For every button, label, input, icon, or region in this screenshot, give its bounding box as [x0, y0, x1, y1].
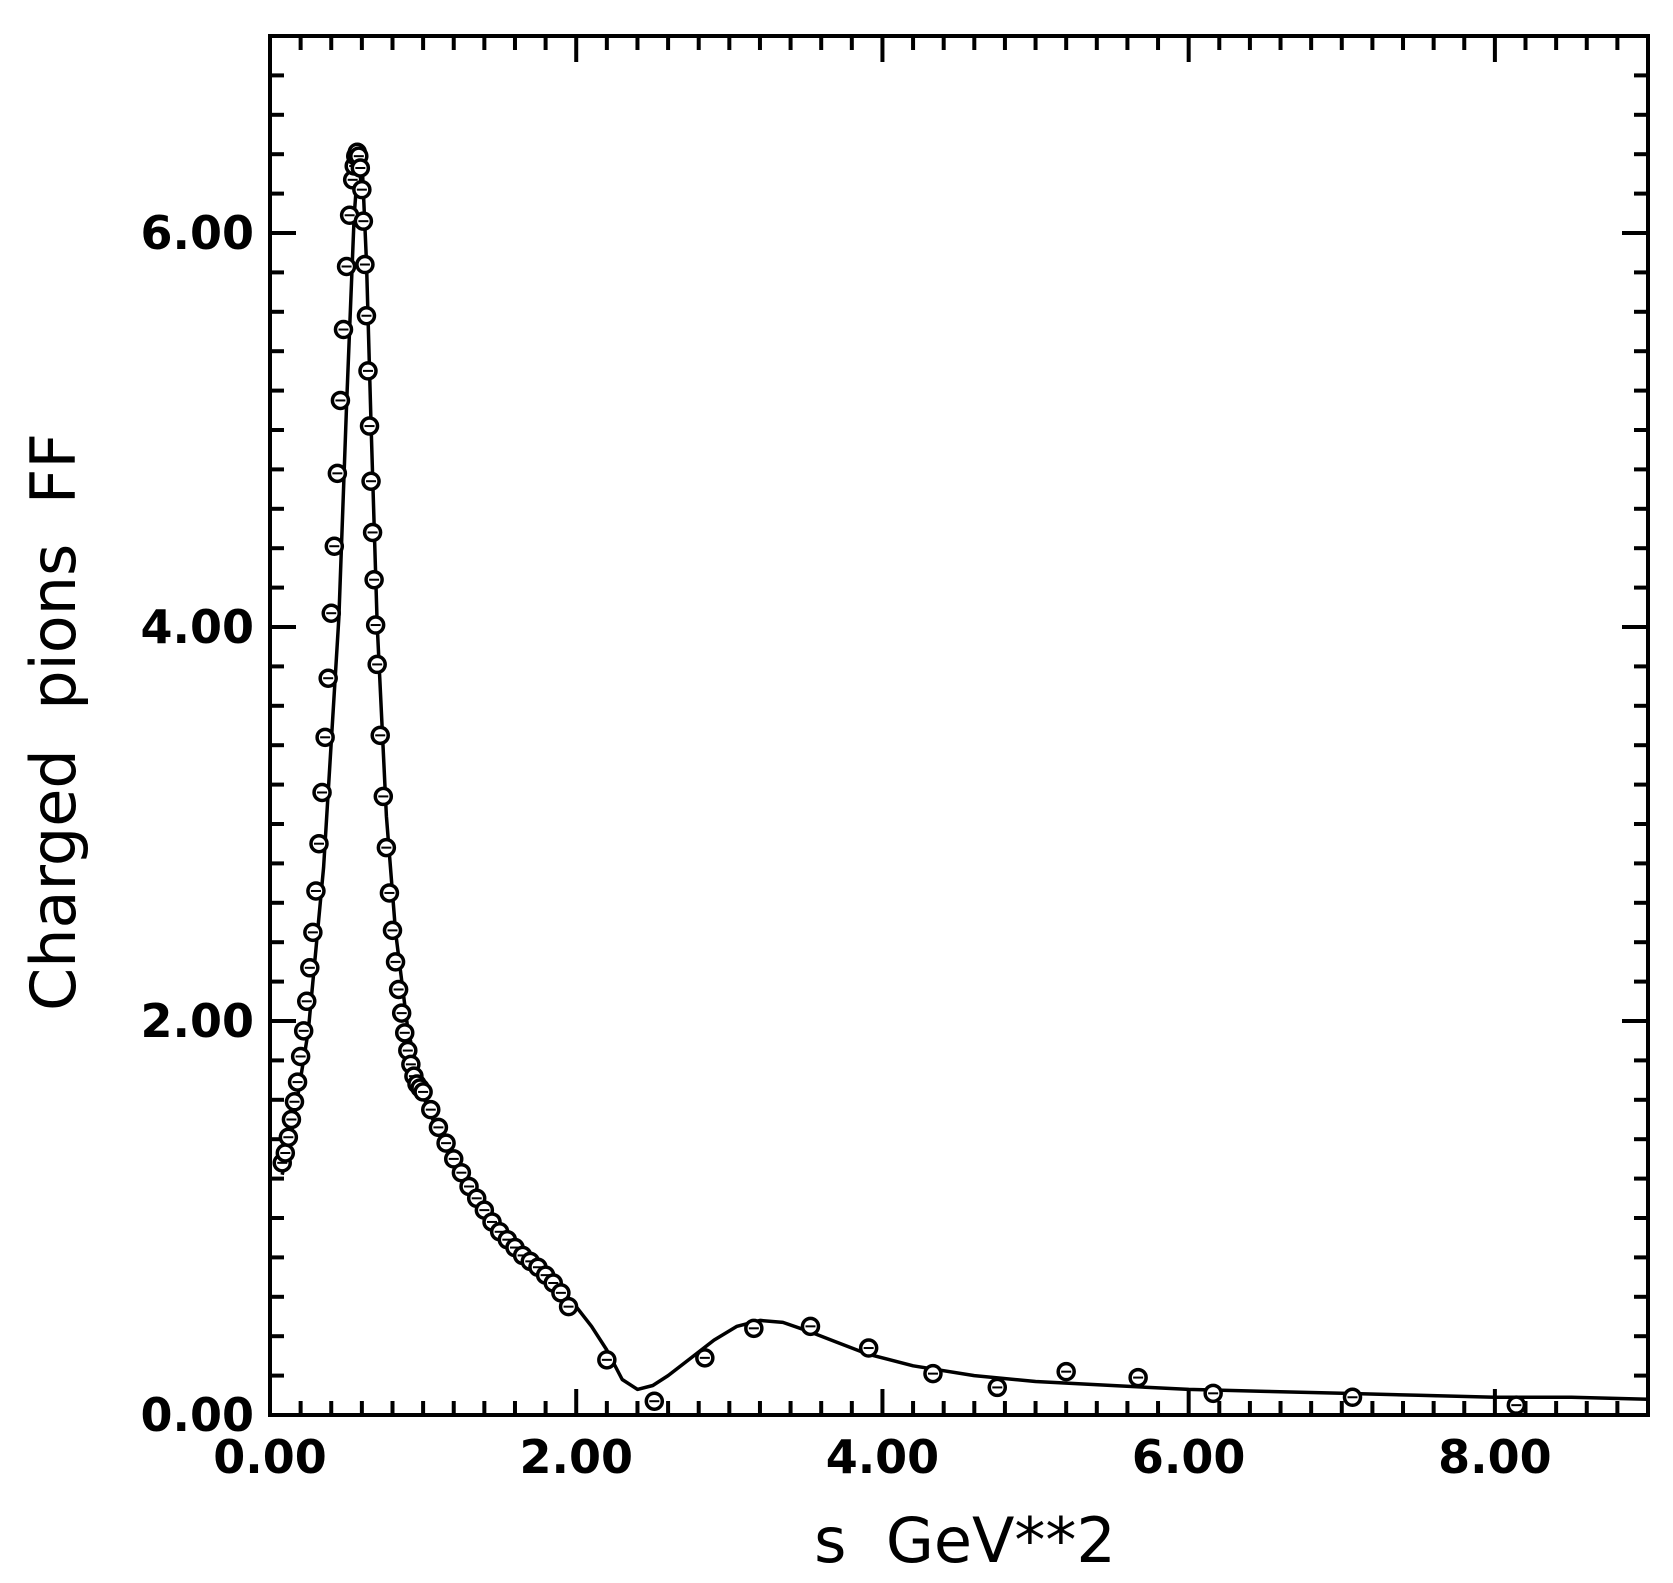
- data-point: [370, 725, 390, 746]
- data-point: [350, 158, 371, 178]
- data-point: [361, 471, 381, 491]
- data-point: [287, 1072, 308, 1092]
- data-point: [336, 256, 357, 277]
- y-tick-label: 0.00: [141, 1388, 255, 1442]
- data-point: [644, 1391, 665, 1411]
- data-point: [428, 1117, 449, 1138]
- data-point: [373, 786, 394, 807]
- x-axis-title: s GeV**2: [814, 1504, 1116, 1577]
- data-point: [290, 1046, 311, 1067]
- data-point: [324, 536, 345, 556]
- data-point: [359, 416, 380, 436]
- data-point: [353, 211, 374, 231]
- plot-border: [268, 34, 1650, 1417]
- data-point: [315, 727, 335, 748]
- data-point: [367, 654, 387, 675]
- data-point: [327, 463, 348, 484]
- data-point: [413, 1082, 433, 1102]
- data-point: [391, 1003, 412, 1023]
- data-point: [800, 1316, 821, 1337]
- tick-labels: 0.00 2.00 4.00 6.00 8.00 0.00 2.00 4.00 6.00: [141, 206, 1552, 1484]
- data-point: [333, 319, 354, 340]
- data-point: [303, 922, 323, 943]
- data-point: [388, 979, 409, 1000]
- data-point: [744, 1318, 764, 1339]
- data-point: [558, 1296, 579, 1317]
- data-point: [284, 1092, 305, 1112]
- data-point: [362, 522, 383, 543]
- data-point: [281, 1109, 302, 1130]
- data-point: [1203, 1383, 1223, 1404]
- x-tick-label: 2.00: [519, 1430, 633, 1484]
- data-point: [421, 1099, 441, 1120]
- data-point: [858, 1338, 879, 1358]
- data-point: [1342, 1387, 1363, 1408]
- data-point: [355, 254, 375, 275]
- data-point: [382, 920, 403, 941]
- data-point: [309, 833, 329, 854]
- data-point: [318, 668, 338, 688]
- data-point: [293, 1021, 314, 1041]
- data-point: [312, 782, 332, 803]
- y-tick-label: 2.00: [141, 994, 255, 1048]
- data-point: [300, 958, 320, 978]
- data-point: [436, 1133, 456, 1153]
- data-point: [597, 1350, 617, 1370]
- data-point: [364, 569, 384, 590]
- data-point: [385, 952, 406, 972]
- data-point: [321, 603, 341, 623]
- x-tick-label: 0.00: [213, 1430, 327, 1484]
- data-point: [1056, 1361, 1076, 1382]
- data-point: [987, 1377, 1008, 1398]
- data-point: [330, 390, 351, 411]
- data-point: [923, 1363, 943, 1384]
- data-point: [339, 205, 360, 226]
- data-layer: [272, 142, 1649, 1415]
- data-point: [379, 883, 400, 903]
- x-tick-label: 6.00: [1132, 1430, 1246, 1484]
- data-point: [1506, 1395, 1527, 1415]
- y-axis-title: Charged pions FF: [17, 433, 90, 1011]
- plot-frame: [268, 34, 1650, 1417]
- data-point: [296, 991, 317, 1012]
- data-point: [695, 1348, 715, 1368]
- data-point: [365, 615, 386, 635]
- x-tick-label: 4.00: [826, 1430, 940, 1484]
- data-point: [275, 1143, 296, 1163]
- data-point: [376, 837, 397, 858]
- y-tick-label: 4.00: [141, 600, 255, 654]
- data-point: [394, 1023, 415, 1043]
- data-point: [278, 1127, 299, 1147]
- data-point: [306, 881, 326, 901]
- y-tick-label: 6.00: [141, 206, 255, 260]
- data-point: [352, 179, 372, 200]
- x-tick-label: 8.00: [1438, 1430, 1552, 1484]
- axis-ticks: [268, 34, 1650, 1417]
- data-point: [358, 361, 378, 381]
- data-point: [356, 305, 377, 326]
- data-point: [1128, 1367, 1148, 1388]
